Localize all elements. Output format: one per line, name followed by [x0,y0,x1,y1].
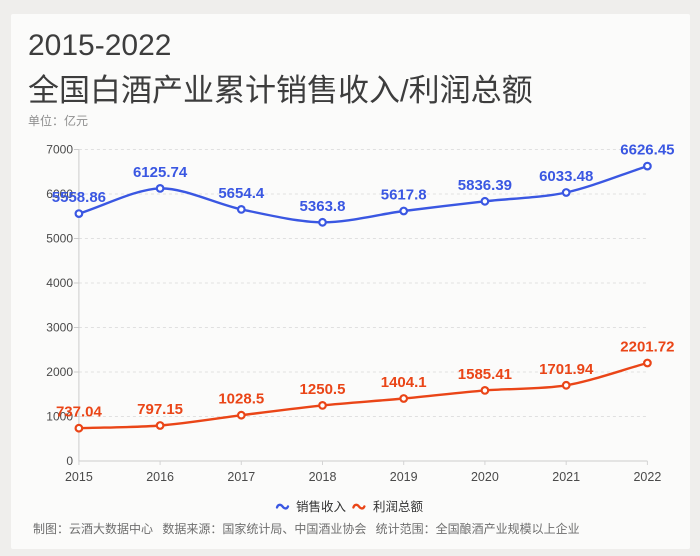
svg-text:2000: 2000 [46,365,73,379]
svg-text:2021: 2021 [552,470,580,484]
svg-text:4000: 4000 [46,276,73,290]
svg-text:3000: 3000 [46,321,73,335]
svg-text:5000: 5000 [46,232,73,246]
svg-text:797.15: 797.15 [137,401,183,418]
svg-text:1404.1: 1404.1 [381,374,427,391]
svg-text:2019: 2019 [390,470,418,484]
svg-text:5558.86: 5558.86 [52,189,106,206]
svg-text:0: 0 [66,454,73,468]
svg-text:1028.5: 1028.5 [218,391,264,408]
svg-text:5654.4: 5654.4 [218,185,265,202]
svg-text:5836.39: 5836.39 [458,177,512,194]
svg-text:2201.72: 2201.72 [620,339,674,356]
svg-text:6626.45: 6626.45 [620,142,674,159]
svg-text:2015: 2015 [65,470,93,484]
svg-text:1250.5: 1250.5 [300,381,346,398]
svg-text:2016: 2016 [146,470,174,484]
svg-text:5617.8: 5617.8 [381,187,427,204]
svg-text:2022: 2022 [633,470,661,484]
svg-text:1585.41: 1585.41 [458,366,512,383]
svg-text:销售收入: 销售收入 [296,499,347,514]
svg-text:1701.94: 1701.94 [539,361,594,378]
svg-text:5363.8: 5363.8 [300,198,346,215]
svg-text:2020: 2020 [471,470,499,484]
svg-text:737.04: 737.04 [56,404,103,421]
svg-text:1000: 1000 [46,410,73,424]
svg-text:7000: 7000 [46,143,73,157]
svg-text:2018: 2018 [309,470,337,484]
svg-text:6000: 6000 [46,187,73,201]
svg-text:6033.48: 6033.48 [539,168,593,185]
svg-text:6125.74: 6125.74 [133,164,188,181]
svg-text:2017: 2017 [227,470,255,484]
svg-text:利润总额: 利润总额 [373,500,424,514]
